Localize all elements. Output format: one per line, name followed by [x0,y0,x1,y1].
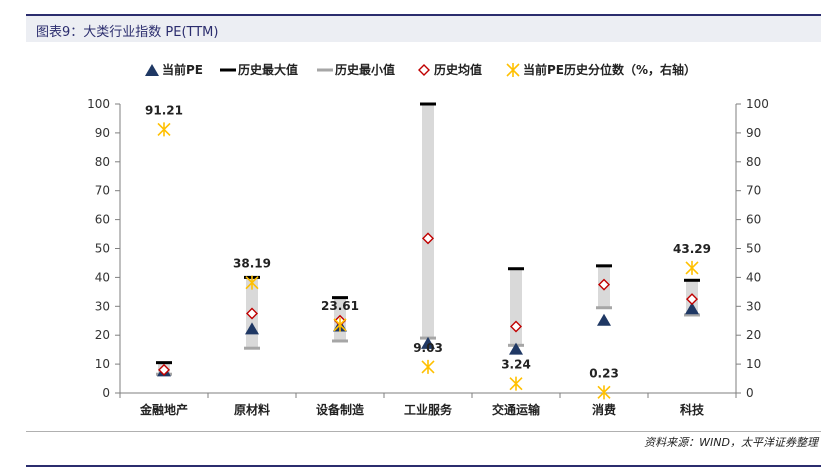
data-label: 3.24 [501,358,531,372]
point-current-pe [421,336,435,349]
point-hist-min [684,313,700,317]
data-label: 9.03 [413,341,443,355]
legend-label: 历史最小值 [335,62,395,77]
y-left-tick-label: 80 [95,155,110,169]
y-left-tick-label: 30 [95,299,110,313]
point-hist-min [332,339,348,343]
point-current-pe [245,322,259,335]
y-right-tick-label: 0 [746,386,754,400]
y-left-tick-label: 50 [95,242,110,256]
point-hist-max [220,68,236,72]
point-hist-mean [246,307,258,320]
x-tick-label: 工业服务 [404,402,453,417]
legend-label: 历史最大值 [238,62,298,77]
title-bar: 图表9：大类行业指数 PE(TTM) [26,16,821,42]
y-left-tick-label: 60 [95,213,110,227]
x-tick-label: 原材料 [234,402,270,417]
point-hist-mean [422,232,434,245]
legend: 当前PE 历史最大值 历史最小值 历史均值 当前PE历史分位数（%，右轴） [145,62,696,77]
point-current-pe [145,64,159,76]
source-rule [26,431,821,432]
point-percentile [685,260,699,275]
y-left-tick-label: 70 [95,184,110,198]
point-hist-max [156,361,172,365]
y-left-tick-label: 40 [95,270,110,284]
chart-svg: 当前PE 历史最大值 历史最小值 历史均值 当前PE历史分位数（%，右轴） 0 10 20 3… [87,62,769,417]
y-right-tick-label: 100 [746,97,769,111]
y-left-tick-label: 0 [102,386,110,400]
axes: 0 10 20 30 40 50 60 70 80 90 100 0 10 20 30 40 50 60 70 80 9… [87,97,769,417]
legend-label: 当前PE历史分位数（%，右轴） [523,62,696,77]
point-hist-min [317,68,333,72]
point-percentile [245,275,259,290]
range-bar [510,268,522,346]
point-hist-min [596,306,612,310]
y-right-tick-label: 70 [746,184,761,198]
range-bar [422,104,434,339]
top-rule [26,14,821,16]
point-hist-mean [510,320,522,333]
point-hist-mean [598,278,610,291]
y-left-tick-label: 90 [95,126,110,140]
data-label: 38.19 [233,257,271,271]
point-hist-mean [418,64,430,76]
y-right-tick-label: 60 [746,213,761,227]
x-tick-label: 消费 [592,402,616,417]
source-note: 资料来源：WIND，太平洋证券整理 [644,436,818,449]
data-label: 23.61 [321,299,359,313]
y-right-tick-label: 90 [746,126,761,140]
point-percentile [421,359,435,374]
data-label: 91.21 [145,103,183,117]
legend-label: 当前PE [162,62,203,77]
y-left-tick-label: 10 [95,357,110,371]
figure-title: 图表9：大类行业指数 PE(TTM) [36,25,219,40]
point-percentile [333,317,347,332]
data-label: 0.23 [589,366,619,380]
point-hist-max [596,264,612,268]
point-hist-max [684,278,700,282]
point-percentile [506,63,520,77]
point-hist-max [420,102,436,106]
point-hist-mean [158,363,170,376]
bottom-rule [26,465,821,467]
series-marks [156,102,700,400]
x-tick-label: 设备制造 [316,402,365,417]
y-left-tick-label: 100 [87,97,110,111]
point-percentile [509,376,523,391]
y-right-tick-label: 80 [746,155,761,169]
x-tick-label: 交通运输 [492,402,541,417]
y-right-tick-label: 30 [746,299,761,313]
chart: 当前PE 历史最大值 历史最小值 历史均值 当前PE历史分位数（%，右轴） 0 10 20 3… [0,42,826,442]
legend-label: 历史均值 [434,62,482,77]
point-hist-max [332,296,348,300]
point-current-pe [685,302,699,315]
point-hist-mean [686,293,698,306]
point-percentile [157,122,171,137]
y-right-tick-label: 40 [746,270,761,284]
point-current-pe [597,313,611,326]
data-label: 43.29 [673,242,711,256]
y-right-tick-label: 20 [746,328,761,342]
point-hist-min [244,346,260,350]
point-current-pe [509,342,523,355]
y-left-tick-label: 20 [95,328,110,342]
y-right-tick-label: 10 [746,357,761,371]
point-hist-max [508,267,524,271]
x-tick-label: 科技 [680,402,705,417]
y-right-tick-label: 50 [746,242,761,256]
x-tick-label: 金融地产 [139,402,188,417]
data-labels: 91.21 38.19 23.61 9.03 3.24 0.23 43.29 [145,103,711,380]
point-percentile [597,385,611,400]
